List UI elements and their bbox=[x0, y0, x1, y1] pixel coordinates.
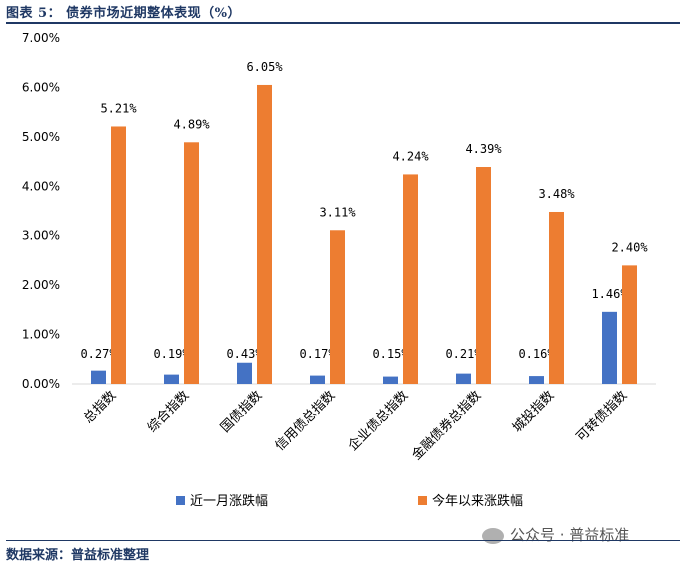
bar bbox=[237, 362, 252, 384]
figure-title: 图表 5： 债券市场近期整体表现（%） bbox=[6, 6, 241, 21]
title-divider bbox=[6, 22, 680, 24]
data-label: 4.89% bbox=[173, 117, 210, 131]
y-tick-label: 3.00% bbox=[22, 229, 60, 243]
watermark: 公众号 · 普益标准 bbox=[482, 524, 629, 545]
bar bbox=[383, 376, 398, 384]
category-label: 金融债券总指数 bbox=[409, 388, 485, 464]
bar bbox=[476, 167, 491, 384]
category-label: 综合指数 bbox=[145, 388, 192, 435]
data-label: 0.15% bbox=[372, 347, 409, 361]
bar bbox=[91, 370, 106, 384]
category-label: 信用债总指数 bbox=[273, 388, 339, 454]
legend-label: 今年以来涨跌幅 bbox=[432, 493, 523, 509]
category-label: 总指数 bbox=[81, 388, 119, 426]
data-label: 1.46% bbox=[591, 287, 628, 301]
bar bbox=[184, 142, 199, 384]
legend-label: 近一月涨跌幅 bbox=[190, 493, 268, 509]
data-label: 4.24% bbox=[392, 149, 429, 163]
category-label: 城投指数 bbox=[509, 388, 557, 436]
y-tick-label: 5.00% bbox=[22, 130, 60, 144]
bar bbox=[330, 230, 345, 384]
data-label: 0.43% bbox=[226, 347, 263, 361]
data-source: 数据来源：普益标准整理 bbox=[6, 548, 150, 563]
category-label: 可转债指数 bbox=[574, 388, 631, 445]
y-tick-label: 4.00% bbox=[22, 179, 60, 193]
bar bbox=[257, 84, 272, 384]
bar bbox=[403, 174, 418, 384]
data-label: 0.27% bbox=[80, 347, 117, 361]
category-label: 国债指数 bbox=[218, 388, 265, 435]
category-label: 企业债总指数 bbox=[345, 388, 411, 454]
data-label: 4.39% bbox=[465, 142, 502, 156]
legend-swatch bbox=[176, 496, 185, 505]
data-label: 0.19% bbox=[153, 347, 190, 361]
y-tick-label: 1.00% bbox=[22, 328, 60, 342]
bar bbox=[529, 376, 544, 384]
bar bbox=[456, 373, 471, 384]
y-tick-label: 7.00% bbox=[22, 31, 60, 45]
data-label: 0.17% bbox=[299, 347, 336, 361]
legend-swatch bbox=[418, 496, 427, 505]
bar bbox=[164, 374, 179, 384]
bar bbox=[602, 311, 617, 384]
bar bbox=[549, 211, 564, 384]
data-label: 0.21% bbox=[445, 347, 482, 361]
bar bbox=[622, 265, 637, 384]
watermark-text: 公众号 · 普益标准 bbox=[510, 526, 630, 544]
source-divider bbox=[6, 540, 680, 541]
wechat-icon bbox=[482, 527, 504, 544]
bar bbox=[111, 126, 126, 384]
data-label: 6.05% bbox=[246, 60, 283, 74]
bond-market-chart: 0.00% 1.00% 2.00% 3.00% 4.00% 5.00% 6.00% 7.00%… bbox=[22, 31, 656, 509]
data-label: 2.40% bbox=[611, 240, 648, 254]
data-label: 3.48% bbox=[538, 187, 575, 201]
data-label: 3.11% bbox=[319, 205, 356, 219]
bar bbox=[310, 375, 325, 384]
data-label: 5.21% bbox=[100, 101, 137, 115]
y-tick-label: 6.00% bbox=[22, 80, 60, 94]
y-tick-label: 0.00% bbox=[22, 377, 60, 391]
y-tick-label: 2.00% bbox=[22, 278, 60, 292]
data-label: 0.16% bbox=[518, 347, 555, 361]
